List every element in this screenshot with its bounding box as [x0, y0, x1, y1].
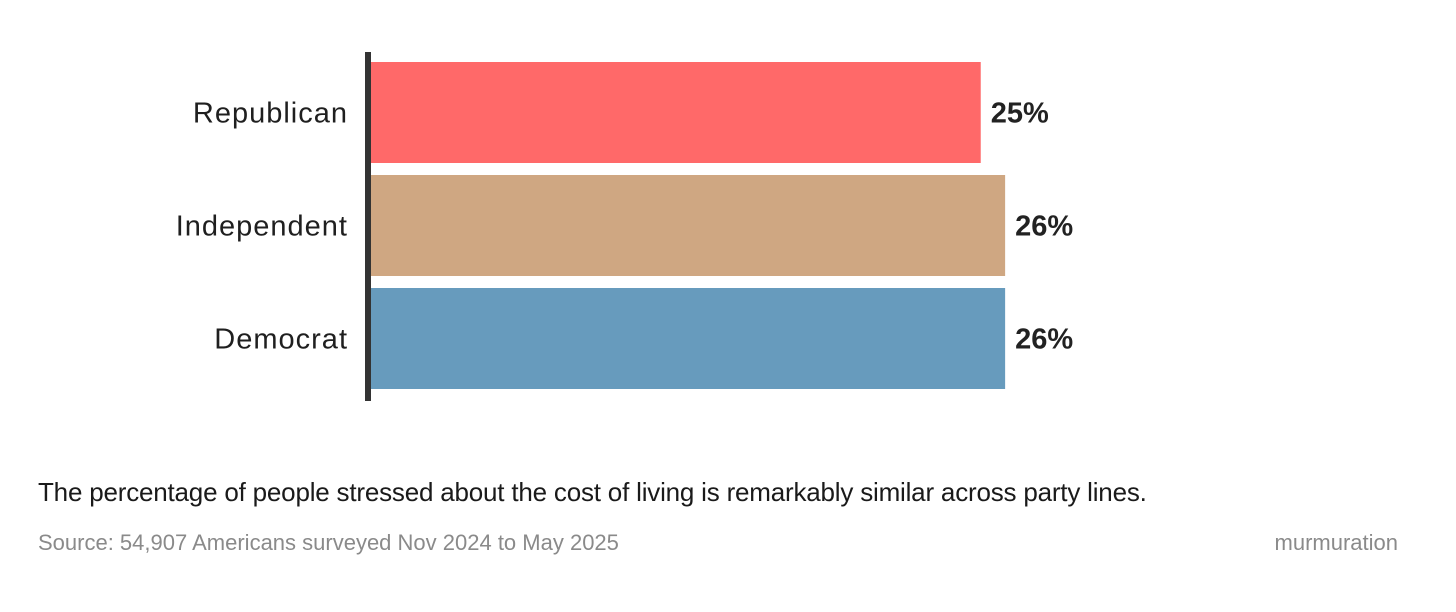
bar-chart: Republican 25% Independent 26% Democrat 26% [176, 52, 1073, 401]
y-axis-line [365, 52, 371, 401]
value-label-democrat: 26% [1015, 324, 1073, 356]
category-label-republican: Republican [193, 98, 348, 130]
bar-democrat [371, 288, 1006, 389]
value-label-republican: 25% [991, 98, 1049, 130]
value-label-independent: 26% [1015, 211, 1073, 243]
category-label-democrat: Democrat [214, 324, 348, 356]
chart-caption: The percentage of people stressed about … [38, 477, 1147, 507]
brand-name: murmuration [1274, 530, 1398, 555]
category-label-independent: Independent [176, 211, 348, 243]
bar-republican [371, 62, 981, 163]
bar-independent [371, 175, 1006, 276]
source-note: Source: 54,907 Americans surveyed Nov 20… [38, 530, 619, 555]
